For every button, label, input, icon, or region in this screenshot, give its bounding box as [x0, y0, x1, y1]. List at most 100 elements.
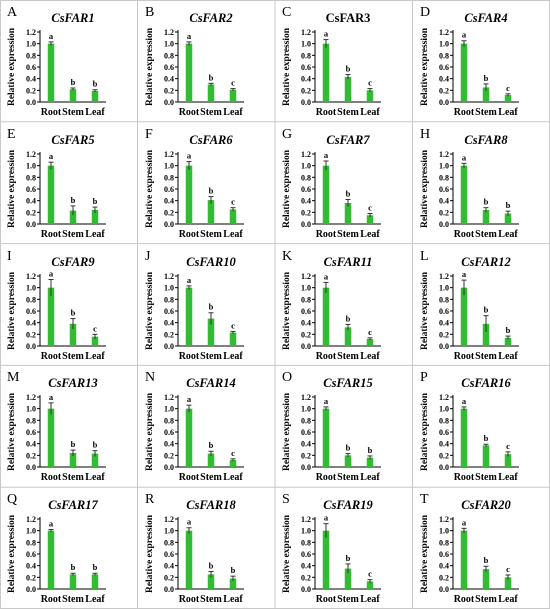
- significance-label: a: [186, 395, 191, 405]
- y-tick-label: 0.2: [301, 86, 311, 95]
- y-tick-label: 0.8: [26, 417, 36, 426]
- y-axis-label: Relative expression: [282, 27, 292, 106]
- panel-letter: A: [7, 5, 17, 20]
- bar-root: [322, 287, 330, 346]
- y-axis-label: Relative expression: [145, 393, 155, 472]
- chart-panel-g: G CsFAR7 Relative expression 0.0 0.2 0.4 0.6 0.…: [275, 122, 413, 244]
- chart-panel-k: K CsFAR11 Relative expression 0.0 0.2 0.4 0.6 0…: [275, 244, 413, 366]
- bar-stem: [207, 318, 214, 346]
- significance-label: b: [208, 441, 213, 451]
- chart-title: CsFAR3: [326, 11, 371, 25]
- significance-label: b: [208, 561, 213, 571]
- significance-label: b: [483, 555, 488, 565]
- y-tick-label: 0.8: [26, 173, 36, 182]
- y-axis-label: Relative expression: [420, 271, 430, 350]
- bar-root: [185, 530, 192, 590]
- y-tick-label: 0.2: [26, 86, 36, 95]
- bar-stem: [207, 453, 214, 468]
- x-tick-label: Root: [453, 107, 474, 118]
- y-tick-label: 0.2: [439, 330, 449, 339]
- bar-stem: [344, 568, 352, 590]
- significance-label: b: [71, 195, 76, 205]
- bar-leaf: [504, 213, 511, 224]
- y-tick-label: 1.0: [301, 405, 311, 414]
- y-tick-label: 0.2: [164, 574, 174, 583]
- chart-svg: T CsFAR20 Relative expression 0.0 0.2 0.4 0.6 0…: [420, 492, 519, 605]
- x-tick-label: Leaf: [498, 594, 518, 605]
- bar-stem: [69, 574, 77, 590]
- y-tick-label: 0.4: [164, 318, 174, 327]
- bar-root: [47, 165, 55, 224]
- bar-root: [460, 530, 467, 590]
- panel-letter: D: [420, 5, 430, 20]
- x-tick-label: Leaf: [498, 229, 518, 240]
- chart-panel-d: D CsFAR4 Relative expression 0.0 0.2 0.4 0.6 0.…: [413, 0, 550, 122]
- significance-label: b: [346, 443, 351, 453]
- bar-leaf: [366, 90, 374, 102]
- chart-panel-r: R CsFAR18 Relative expression 0.0 0.2 0.4 0.6 0…: [138, 487, 276, 609]
- chart-svg: S CsFAR19 Relative expression 0.0 0.2 0.4 0.6 0…: [282, 492, 381, 605]
- x-tick-label: Root: [41, 229, 62, 240]
- y-tick-label: 0.0: [26, 98, 36, 107]
- x-tick-label: Leaf: [498, 472, 518, 483]
- y-tick-label: 0.2: [439, 574, 449, 583]
- bar-root: [322, 43, 330, 102]
- y-tick-label: 0.0: [26, 220, 36, 229]
- chart-title: CsFAR9: [51, 255, 95, 269]
- chart-svg: F CsFAR6 Relative expression 0.0 0.2 0.4 0.6 0.…: [145, 127, 244, 240]
- y-tick-label: 1.0: [301, 527, 311, 536]
- y-tick-label: 1.2: [301, 28, 311, 37]
- y-tick-label: 0.6: [164, 550, 174, 559]
- bar-leaf: [366, 215, 374, 224]
- panel-letter: K: [282, 249, 292, 264]
- chart-title: CsFAR13: [48, 376, 98, 390]
- significance-label: b: [93, 440, 98, 450]
- y-tick-label: 0.4: [439, 75, 449, 84]
- chart-svg: Q CsFAR17 Relative expression 0.0 0.2 0.4 0.6 0…: [7, 492, 106, 605]
- x-tick-label: Leaf: [85, 594, 105, 605]
- y-tick-label: 0.8: [439, 295, 449, 304]
- y-tick-label: 0.4: [439, 318, 449, 327]
- chart-panel-a: A CsFAR1 Relative expression 0.0 0.2 0.4 0.6 0.…: [0, 0, 138, 122]
- y-tick-label: 0.8: [301, 51, 311, 60]
- y-tick-label: 1.2: [26, 150, 36, 159]
- chart-panel-o: O CsFAR15 Relative expression 0.0 0.2 0.4 0.6 0…: [275, 365, 413, 487]
- chart-svg: C CsFAR3 Relative expression 0.0 0.2 0.4 0.6 0.…: [282, 5, 381, 118]
- x-tick-label: Root: [41, 351, 62, 362]
- bar-stem: [69, 323, 77, 346]
- panel-letter: M: [7, 370, 20, 385]
- x-tick-label: Leaf: [360, 594, 380, 605]
- x-tick-label: Leaf: [498, 107, 518, 118]
- y-tick-label: 0.0: [301, 463, 311, 472]
- bar-root: [47, 530, 55, 590]
- chart-title: CsFAR14: [186, 376, 236, 390]
- chart-title: CsFAR6: [189, 133, 233, 147]
- chart-svg: R CsFAR18 Relative expression 0.0 0.2 0.4 0.6 0…: [145, 492, 244, 605]
- x-tick-label: Stem: [62, 229, 84, 240]
- x-tick-label: Leaf: [85, 229, 105, 240]
- significance-label: a: [324, 150, 329, 160]
- significance-label: b: [93, 79, 98, 89]
- x-tick-label: Root: [178, 351, 199, 362]
- y-axis-label: Relative expression: [7, 27, 17, 106]
- bar-root: [460, 287, 467, 346]
- y-tick-label: 0.8: [439, 173, 449, 182]
- x-tick-label: Leaf: [498, 351, 518, 362]
- bar-root: [460, 165, 467, 224]
- y-tick-label: 1.0: [439, 161, 449, 170]
- x-tick-label: Stem: [337, 472, 359, 483]
- bar-root: [460, 409, 467, 468]
- y-tick-label: 0.0: [164, 585, 174, 594]
- bar-stem: [207, 574, 214, 590]
- y-tick-label: 0.4: [439, 196, 449, 205]
- chart-title: CsFAR15: [323, 376, 373, 390]
- chart-title: CsFAR7: [326, 133, 370, 147]
- significance-label: b: [208, 72, 213, 82]
- bar-leaf: [504, 454, 511, 468]
- x-tick-label: Root: [316, 351, 337, 362]
- chart-svg: B CsFAR2 Relative expression 0.0 0.2 0.4 0.6 0.…: [145, 5, 244, 118]
- y-tick-label: 0.0: [439, 342, 449, 351]
- x-tick-label: Stem: [475, 229, 497, 240]
- x-tick-label: Leaf: [360, 351, 380, 362]
